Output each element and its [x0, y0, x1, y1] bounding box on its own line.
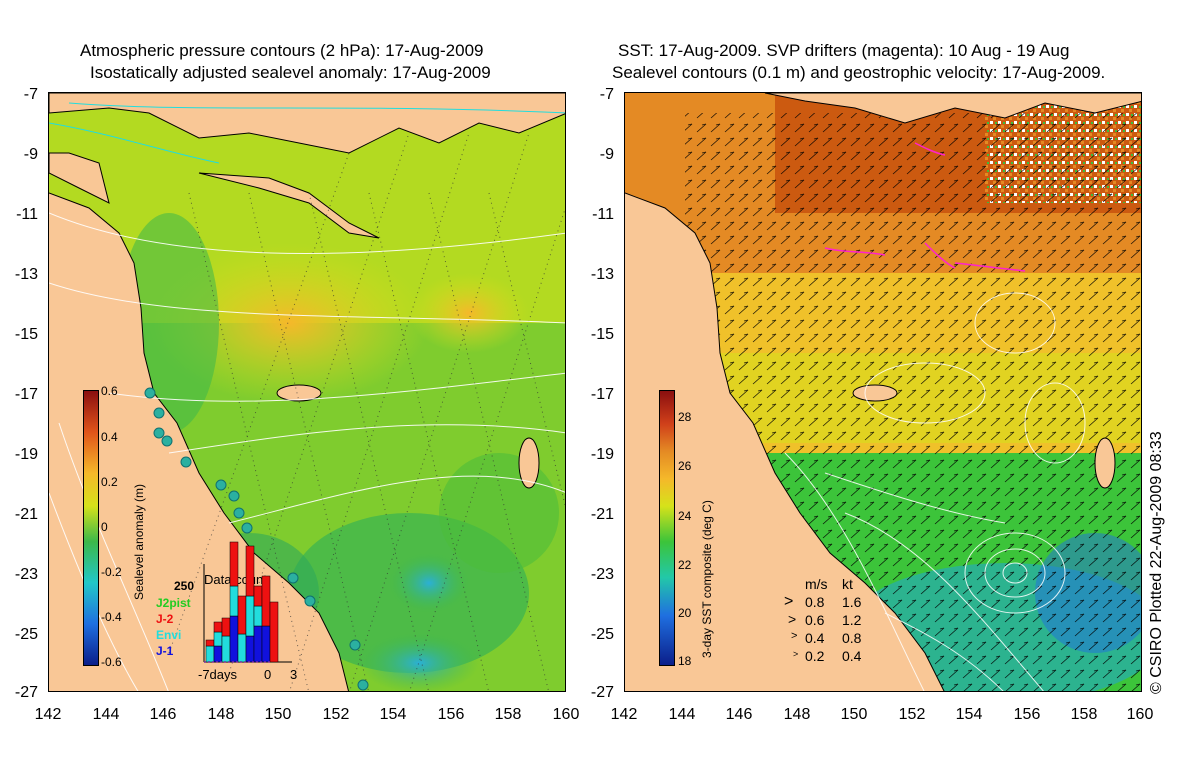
left-y-tick: -11	[16, 206, 38, 223]
right-x-tick: 148	[783, 706, 811, 723]
left-y-tick: -23	[14, 566, 38, 583]
right-x-tick: 144	[668, 706, 696, 723]
right-x-tick: 154	[955, 706, 983, 723]
left-y-tick: -7	[23, 86, 38, 103]
left-x-tick: 158	[494, 706, 522, 723]
right-y-tick: -21	[590, 506, 614, 523]
velocity-arrow-icon: >	[793, 649, 799, 659]
right-y-tick: -11	[592, 206, 614, 223]
left-y-tick: -13	[14, 266, 38, 283]
velocity-arrow-icon: >	[788, 611, 797, 627]
sst-colorbar	[659, 390, 675, 666]
right-y-tick: -23	[590, 566, 614, 583]
sealevel-anomaly-map	[48, 92, 566, 692]
right-x-tick: 146	[725, 706, 753, 723]
left-x-tick: 146	[149, 706, 177, 723]
sealevel-map-graphic	[49, 93, 565, 691]
right-y-tick: -13	[590, 266, 614, 283]
right-y-tick: -17	[590, 386, 614, 403]
left-y-tick: -21	[14, 506, 38, 523]
sst-map-graphic	[625, 93, 1141, 691]
sealevel-colorbar-tick: 0	[101, 520, 108, 534]
right-x-tick: 142	[610, 706, 638, 723]
left-title-line2: Isostatically adjusted sealevel anomaly:…	[90, 63, 491, 82]
sst-colorbar-tick: 26	[678, 459, 692, 473]
sst-colorbar-tick: 28	[678, 410, 692, 424]
left-x-tick: 144	[92, 706, 120, 723]
velocity-scale-kt: 0.4	[842, 648, 862, 664]
sealevel-colorbar	[83, 390, 99, 666]
right-y-tick: -25	[590, 626, 614, 643]
data-count-x-right: 3	[290, 667, 298, 682]
data-count-histogram	[203, 541, 292, 663]
right-y-tick: -27	[590, 684, 614, 701]
velocity-arrow-icon: >	[784, 593, 794, 610]
left-y-tick: -19	[14, 446, 38, 463]
velocity-scale-ms: 0.8	[805, 594, 825, 610]
right-y-tick: -15	[590, 326, 614, 343]
right-y-tick: -19	[590, 446, 614, 463]
left-title-line1: Atmospheric pressure contours (2 hPa): 1…	[80, 41, 484, 60]
sealevel-colorbar-tick: 0.6	[101, 384, 118, 398]
sst-colorbar-label: 3-day SST composite (deg C)	[700, 500, 714, 658]
sealevel-colorbar-tick: -0.6	[101, 655, 122, 669]
left-x-tick: 160	[552, 706, 580, 723]
right-y-tick: -9	[599, 146, 614, 163]
sealevel-colorbar-tick: 0.2	[101, 475, 118, 489]
legend-j2pist: J2pist	[156, 596, 191, 610]
right-x-tick: 156	[1013, 706, 1041, 723]
right-x-tick: 160	[1126, 706, 1154, 723]
left-y-tick: -27	[14, 684, 38, 701]
right-x-tick: 150	[840, 706, 868, 723]
velocity-scale-ms: 0.2	[805, 648, 825, 664]
right-x-tick: 158	[1070, 706, 1098, 723]
velocity-scale-header-kt: kt	[842, 576, 853, 592]
left-x-tick: 154	[379, 706, 407, 723]
velocity-scale-kt: 1.6	[842, 594, 862, 610]
sealevel-colorbar-label: Sealevel anomaly (m)	[132, 483, 146, 600]
right-title-line1: SST: 17-Aug-2009. SVP drifters (magenta)…	[618, 41, 1070, 60]
sst-colorbar-tick: 20	[678, 606, 692, 620]
left-x-tick: 156	[437, 706, 465, 723]
sealevel-colorbar-tick: -0.2	[101, 565, 122, 579]
legend-j1: J-1	[156, 644, 174, 658]
right-x-tick: 152	[898, 706, 926, 723]
sst-colorbar-tick: 22	[678, 558, 692, 572]
sst-colorbar-tick: 24	[678, 509, 692, 523]
left-x-tick: 148	[207, 706, 235, 723]
velocity-scale-header-ms: m/s	[805, 576, 828, 592]
left-y-tick: -15	[14, 326, 38, 343]
left-x-tick: 142	[34, 706, 62, 723]
legend-j2: J-2	[156, 612, 174, 626]
velocity-arrow-icon: >	[791, 630, 798, 642]
right-title-line2: Sealevel contours (0.1 m) and geostrophi…	[612, 63, 1106, 82]
velocity-scale-kt: 0.8	[842, 630, 862, 646]
left-y-tick: -9	[23, 146, 38, 163]
data-count-x-zero: 0	[264, 667, 272, 682]
data-count-inset: 250 Data count J2pist J-2 Envi J-1	[156, 536, 306, 684]
data-count-x-left: -7days	[198, 667, 238, 682]
left-x-tick: 152	[322, 706, 350, 723]
right-y-tick: -7	[599, 86, 614, 103]
sst-map	[624, 92, 1142, 692]
legend-envi: Envi	[156, 628, 182, 642]
sealevel-colorbar-tick: -0.4	[101, 610, 122, 624]
data-count-max-label: 250	[174, 579, 195, 593]
left-y-tick: -25	[14, 626, 38, 643]
velocity-scale-ms: 0.4	[805, 630, 825, 646]
left-x-tick: 150	[264, 706, 292, 723]
velocity-scale-kt: 1.2	[842, 612, 862, 628]
sst-colorbar-tick: 18	[678, 654, 692, 668]
sealevel-colorbar-tick: 0.4	[101, 430, 118, 444]
left-y-tick: -17	[14, 386, 38, 403]
csiro-credit: © CSIRO Plotted 22-Aug-2009 08:33	[1148, 431, 1165, 694]
velocity-scale-ms: 0.6	[805, 612, 825, 628]
